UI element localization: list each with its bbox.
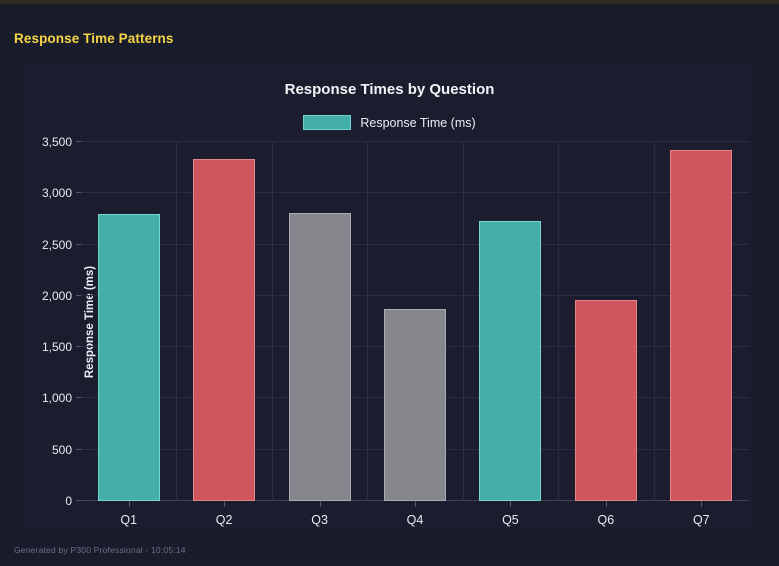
y-tick-label-500: 500 (51, 442, 72, 457)
x-tick-mark-q7 (701, 501, 703, 507)
y-tick-label-2000: 2,000 (41, 288, 72, 303)
bar-q2[interactable] (193, 159, 256, 501)
x-tick-mark-q5 (510, 501, 512, 507)
gridline-2000 (81, 294, 749, 296)
x-tick-mark-q1 (128, 501, 130, 507)
chart-legend[interactable]: Response Time (ms) (23, 115, 756, 130)
y-tick-mark-1500 (76, 346, 81, 348)
plot-area: Response Time (ms) 0 500 1,000 1,500 2,000 2,… (42, 135, 749, 527)
gridline-2500 (81, 243, 749, 245)
y-tick-mark-3000 (76, 192, 81, 194)
bar-q5[interactable] (479, 220, 542, 501)
y-tick-label-3500: 3,500 (41, 135, 72, 149)
bar-q4[interactable] (384, 309, 446, 501)
y-tick-label-1500: 1,500 (41, 340, 72, 355)
bar-q6[interactable] (574, 299, 637, 501)
vertical-gridline-2 (271, 142, 273, 501)
x-tick-label-q4: Q4 (406, 513, 424, 527)
y-tick-mark-0 (76, 500, 81, 501)
vertical-gridline-3 (367, 142, 369, 501)
bar-q3[interactable] (288, 212, 351, 501)
x-tick-mark-q6 (605, 501, 607, 507)
gridline-3500 (81, 141, 749, 142)
chart-card: Response Times by Question Response Time… (23, 63, 756, 533)
page-title: Response Time Patterns (14, 31, 174, 46)
y-tick-mark-500 (76, 448, 81, 450)
y-tick-label-3000: 3,000 (41, 186, 72, 201)
x-tick-label-q6: Q6 (597, 513, 615, 527)
vertical-gridline-4 (462, 142, 464, 501)
x-tick-label-q2: Q2 (215, 513, 233, 527)
y-tick-mark-3500 (76, 141, 81, 142)
y-tick-mark-2500 (76, 243, 81, 245)
x-tick-label-q5: Q5 (502, 513, 519, 527)
gridline-3000 (81, 192, 749, 194)
y-tick-mark-2000 (76, 294, 81, 296)
bar-q7[interactable] (670, 150, 733, 501)
footer-generated-by: Generated by P300 Professional - 10:05:1… (14, 545, 186, 555)
x-tick-label-q3: Q3 (311, 513, 328, 527)
y-axis-title: Response Time (ms) (84, 265, 97, 378)
y-tick-label-0: 0 (65, 494, 72, 508)
x-tick-mark-q4 (415, 501, 416, 507)
y-tick-label-2500: 2,500 (41, 237, 72, 252)
x-tick-mark-q2 (224, 501, 226, 507)
x-tick-mark-q3 (319, 501, 321, 507)
vertical-gridline-5 (558, 142, 560, 501)
x-tick-label-q1: Q1 (120, 513, 138, 527)
bar-q1[interactable] (97, 213, 160, 501)
legend-swatch-response-time (303, 115, 352, 130)
x-tick-label-q7: Q7 (692, 513, 710, 527)
y-tick-label-1000: 1,000 (41, 391, 72, 406)
y-tick-mark-1000 (76, 397, 81, 399)
vertical-gridline-6 (653, 142, 655, 501)
vertical-gridline-1 (176, 142, 178, 501)
top-accent-strip (0, 0, 779, 4)
chart-title: Response Times by Question (284, 81, 495, 98)
legend-label-response-time: Response Time (ms) (360, 115, 476, 130)
